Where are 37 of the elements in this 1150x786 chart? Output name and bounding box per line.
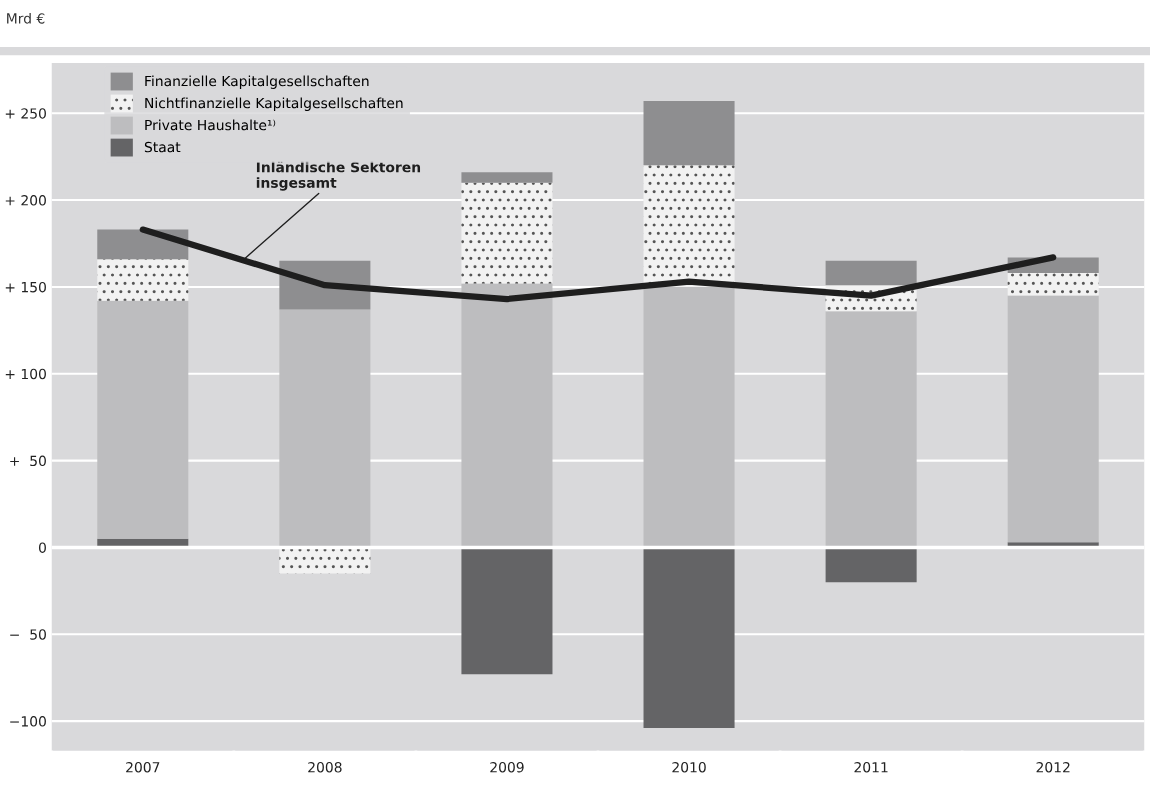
x-tick-label: 2008 — [308, 761, 342, 773]
x-tick-label: 2011 — [854, 761, 888, 773]
bar — [461, 283, 553, 548]
bar — [97, 259, 189, 301]
bar — [97, 300, 189, 539]
bar — [1007, 273, 1099, 296]
y-tick-label: + 200 — [5, 195, 46, 206]
x-tick-label: 2009 — [490, 761, 524, 773]
bar — [643, 286, 735, 548]
text: Inländische Sektoren insgesamt — [256, 161, 421, 191]
y-tick-label: + 100 — [5, 368, 46, 380]
x-tick-label: 2012 — [1036, 761, 1070, 773]
bar — [461, 172, 553, 183]
y-axis-title: Mrd € — [7, 12, 45, 24]
y-tick-label: + 250 — [5, 108, 46, 119]
bar — [643, 547, 735, 729]
bar — [279, 309, 371, 548]
y-tick-label: −100 — [10, 716, 46, 727]
legend-label: Staat — [144, 141, 181, 153]
legend-label: Private Haushalte¹⁾ — [145, 119, 276, 131]
legend-label: Nichtfinanzielle Kapitalgesellschaften — [145, 97, 403, 111]
bar — [1007, 295, 1099, 543]
legend-label: Finanzielle Kapitalgesellschaften — [145, 75, 369, 89]
y-tick-label: − 50 — [10, 629, 46, 640]
bar — [825, 260, 917, 286]
bar — [643, 165, 735, 287]
x-tick-label: 2010 — [672, 761, 706, 773]
bar — [279, 547, 371, 574]
y-tick-label: 0 — [38, 542, 46, 553]
y-tick-label: + 50 — [10, 455, 46, 467]
y-tick-label: + 150 — [5, 281, 46, 293]
bar — [825, 547, 917, 583]
bar — [461, 547, 553, 675]
bar — [643, 101, 735, 166]
bar — [461, 182, 553, 284]
x-tick-label: 2007 — [126, 761, 160, 773]
bar — [825, 311, 917, 548]
